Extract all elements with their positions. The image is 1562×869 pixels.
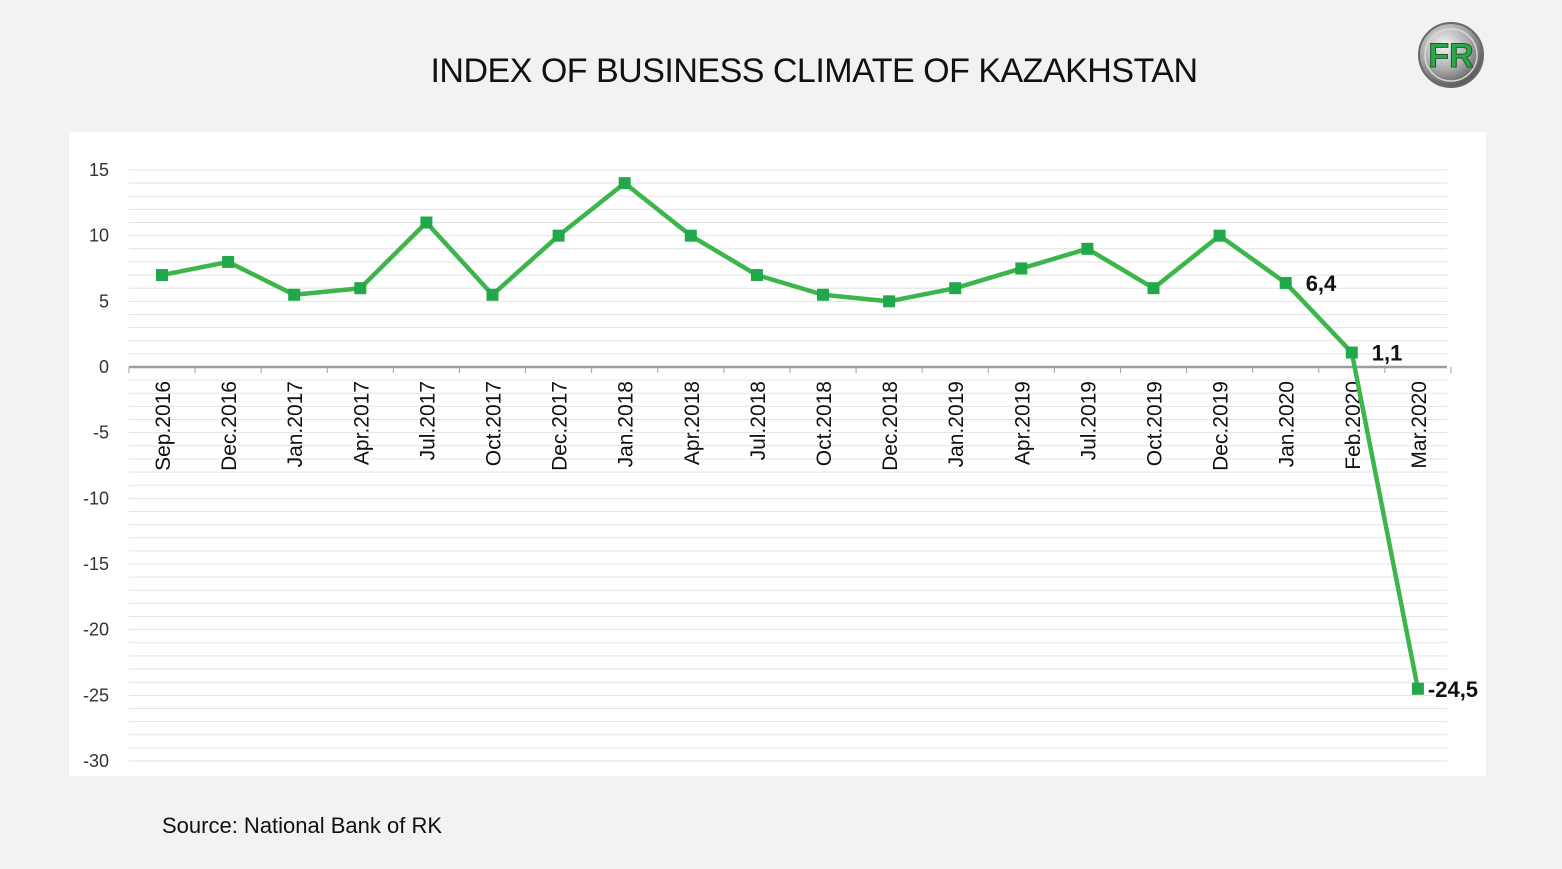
y-tick-label: 0 bbox=[99, 357, 109, 377]
data-point bbox=[1411, 682, 1424, 695]
x-axis-ticks: Sep.2016 Dec.2016 Jan.2017 Apr.2017 Jul.2017… bbox=[152, 381, 1431, 471]
x-tick-label: Jan.2018 bbox=[615, 381, 638, 467]
chart-title: INDEX OF BUSINESS CLIMATE OF KAZAKHSTAN bbox=[430, 52, 1198, 90]
x-tick-label: Jul.2017 bbox=[416, 381, 439, 460]
data-label: -24,5 bbox=[1428, 677, 1478, 702]
x-tick-label: Mar.2020 bbox=[1408, 381, 1431, 469]
data-point bbox=[156, 269, 168, 282]
y-tick-label: 5 bbox=[99, 291, 109, 311]
x-tick-label: Dec.2018 bbox=[879, 381, 902, 471]
data-point bbox=[1147, 282, 1160, 295]
y-tick-label: -5 bbox=[93, 423, 109, 443]
data-point bbox=[1081, 242, 1094, 255]
series-line bbox=[156, 177, 1424, 695]
x-tick-label: Jul.2018 bbox=[747, 381, 770, 460]
y-tick-label: -10 bbox=[83, 488, 109, 508]
grid-lines bbox=[129, 169, 1447, 762]
data-point bbox=[817, 288, 829, 301]
x-tick-label: Jan.2019 bbox=[945, 381, 968, 467]
source-note: Source: National Bank of RK bbox=[162, 813, 443, 838]
x-tick-label: Feb.2020 bbox=[1342, 381, 1365, 470]
x-tick-label: Dec.2017 bbox=[549, 381, 572, 471]
data-label: 6,4 bbox=[1306, 271, 1337, 296]
x-tick-label: Jan.2017 bbox=[284, 381, 307, 467]
y-tick-label: 10 bbox=[89, 226, 109, 246]
x-tick-label: Oct.2019 bbox=[1144, 381, 1167, 466]
data-point bbox=[222, 255, 235, 268]
data-point bbox=[288, 288, 301, 301]
data-point bbox=[1015, 262, 1028, 275]
data-point bbox=[354, 282, 367, 295]
data-point bbox=[684, 229, 697, 242]
x-tick-label: Sep.2016 bbox=[152, 381, 175, 471]
y-tick-label: 15 bbox=[89, 160, 109, 180]
x-tick-label: Apr.2019 bbox=[1011, 381, 1034, 465]
logo-text: FR bbox=[1428, 37, 1473, 75]
zero-axis bbox=[128, 365, 1452, 373]
x-tick-label: Jan.2020 bbox=[1276, 381, 1299, 467]
line-chart: 15 10 5 0 -5 -10 -15 -20 -25 -30 Sep.2016 Dec.2016… bbox=[83, 160, 1478, 771]
y-tick-label: -30 bbox=[83, 751, 109, 771]
y-tick-label: -25 bbox=[83, 685, 109, 705]
fr-logo-icon: FR bbox=[1418, 22, 1484, 88]
y-axis-ticks: 15 10 5 0 -5 -10 -15 -20 -25 -30 bbox=[83, 160, 109, 771]
x-tick-label: Apr.2018 bbox=[681, 381, 704, 465]
x-tick-label: Apr.2017 bbox=[350, 381, 373, 465]
x-tick-label: Oct.2018 bbox=[813, 381, 836, 466]
data-labels: 6,4 1,1 -24,5 bbox=[1306, 271, 1478, 702]
y-tick-label: -20 bbox=[83, 620, 109, 640]
data-point bbox=[1213, 229, 1226, 242]
data-point bbox=[883, 295, 896, 308]
data-point bbox=[750, 269, 763, 282]
data-point bbox=[1345, 346, 1358, 359]
x-tick-label: Oct.2017 bbox=[483, 381, 506, 466]
x-tick-label: Dec.2016 bbox=[218, 381, 241, 471]
data-point bbox=[486, 288, 499, 301]
data-label: 1,1 bbox=[1372, 341, 1403, 366]
data-point bbox=[618, 177, 631, 190]
series-path bbox=[161, 180, 1421, 690]
x-tick-label: Jul.2019 bbox=[1077, 381, 1100, 460]
y-tick-label: -15 bbox=[83, 554, 109, 574]
chart-panel: 15 10 5 0 -5 -10 -15 -20 -25 -30 Sep.2016 Dec.2016… bbox=[69, 132, 1486, 776]
data-point bbox=[949, 282, 962, 295]
x-tick-label: Dec.2019 bbox=[1210, 381, 1233, 471]
data-point bbox=[552, 229, 565, 242]
data-point bbox=[420, 216, 433, 229]
data-point bbox=[1279, 276, 1292, 289]
